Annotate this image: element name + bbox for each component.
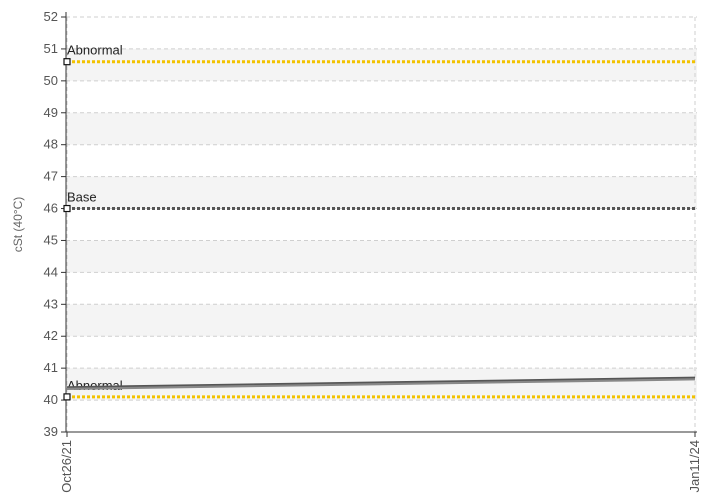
band bbox=[66, 176, 697, 209]
y-axis-label: cSt (40°C) bbox=[11, 197, 25, 252]
y-tick-label: 45 bbox=[44, 232, 58, 247]
y-tick-label: 42 bbox=[44, 328, 58, 343]
y-tick-label: 46 bbox=[44, 201, 58, 216]
reference-marker bbox=[63, 58, 71, 66]
band bbox=[66, 48, 697, 81]
y-tick-label: 43 bbox=[44, 296, 58, 311]
reference-marker bbox=[63, 393, 71, 401]
data-series bbox=[66, 376, 696, 391]
band bbox=[66, 112, 697, 145]
y-tick-label: 48 bbox=[44, 137, 58, 152]
band bbox=[66, 240, 697, 273]
y-tick-label: 51 bbox=[44, 41, 58, 56]
reference-marker bbox=[63, 204, 71, 213]
x-tick-labels: Oct26/21 Jan11/24 bbox=[59, 432, 702, 493]
x-tick-label: Oct26/21 bbox=[59, 440, 74, 493]
reference-label: Abnormal bbox=[67, 43, 123, 58]
y-tick-label: 49 bbox=[44, 105, 58, 120]
y-tick-label: 47 bbox=[44, 169, 58, 184]
reference-label: Base bbox=[67, 190, 97, 205]
series-line bbox=[66, 376, 696, 389]
y-tick-label: 44 bbox=[44, 264, 58, 279]
band bbox=[66, 304, 697, 337]
background-bands bbox=[66, 48, 697, 401]
y-tick-label: 52 bbox=[44, 9, 58, 24]
grid-lines bbox=[66, 16, 697, 433]
reference-lines: Abnormal Base Abnormal bbox=[63, 43, 695, 401]
y-tick-labels: 39 40 41 42 43 44 45 46 47 48 49 50 51 52 bbox=[44, 9, 66, 439]
y-tick-label: 41 bbox=[44, 360, 58, 375]
y-tick-label: 50 bbox=[44, 73, 58, 88]
reference-label: Abnormal bbox=[67, 378, 123, 393]
y-tick-label: 40 bbox=[44, 392, 58, 407]
x-tick-label: Jan11/24 bbox=[687, 440, 702, 493]
y-tick-label: 39 bbox=[44, 424, 58, 439]
axes bbox=[65, 12, 697, 433]
series-line bbox=[66, 378, 696, 391]
